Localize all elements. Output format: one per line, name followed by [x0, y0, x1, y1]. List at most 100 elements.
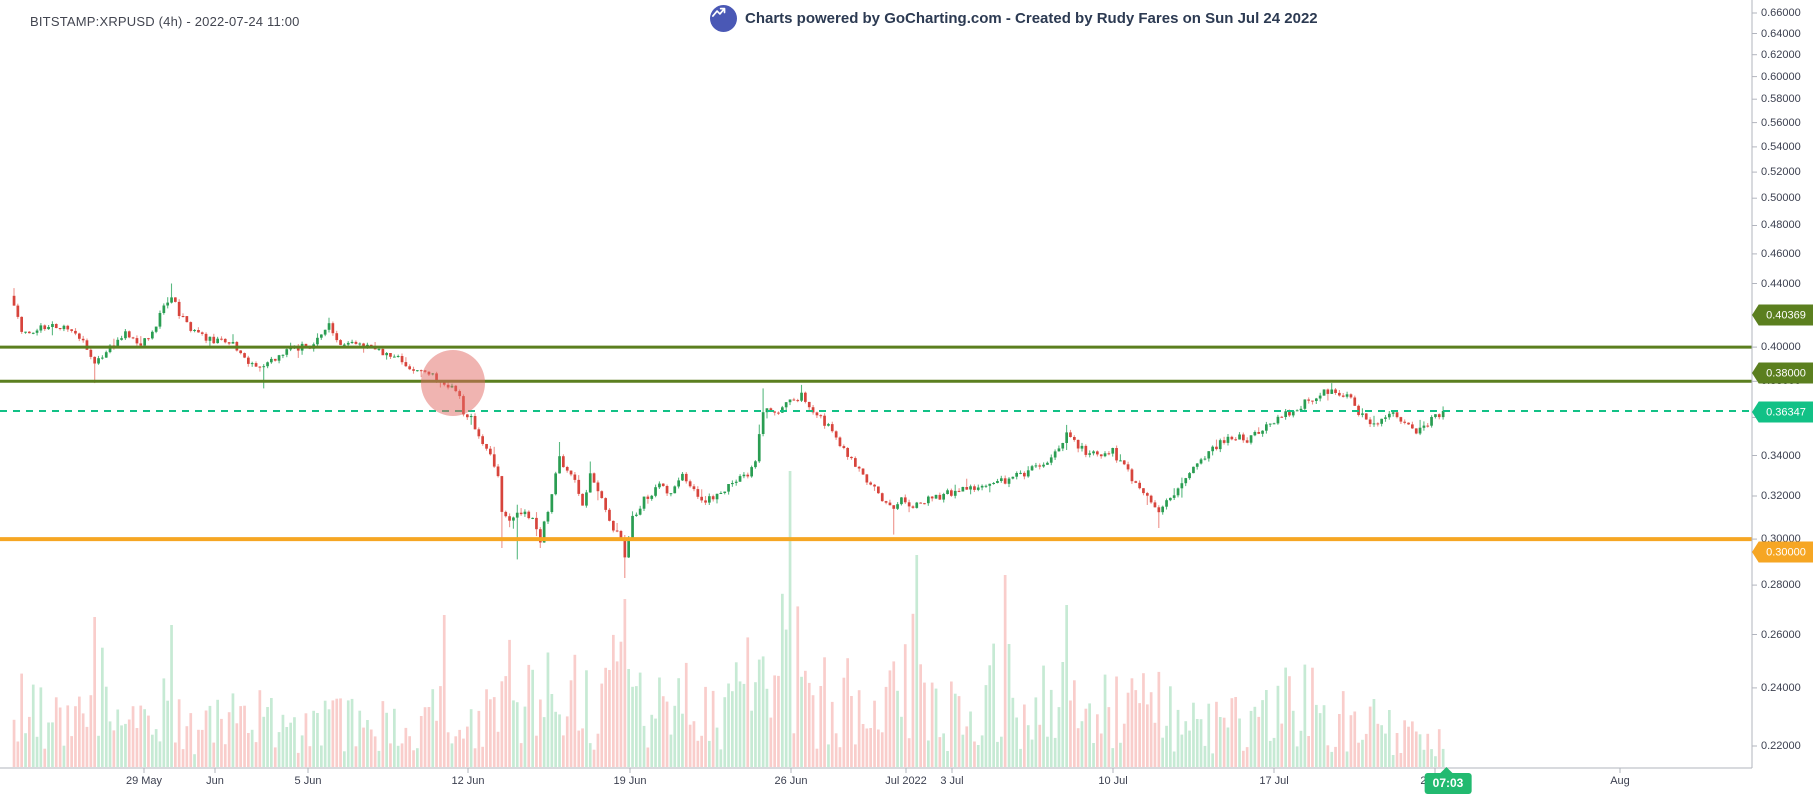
candle-body-up — [1249, 435, 1253, 443]
candle-body-up — [1034, 465, 1038, 467]
volume-bar — [550, 694, 554, 767]
candle-body-up — [1007, 478, 1011, 484]
volume-bars — [12, 471, 1445, 767]
candle-body-up — [266, 362, 269, 367]
volume-bar — [235, 723, 239, 767]
candle-body-up — [1169, 497, 1172, 501]
volume-bar — [1026, 725, 1030, 767]
candle-body-down — [197, 330, 200, 333]
volume-bar — [1295, 746, 1299, 767]
candle-body-down — [1257, 432, 1261, 434]
volume-bar — [650, 714, 654, 767]
volume-bar — [665, 701, 669, 767]
volume-bar — [500, 681, 504, 767]
candle-body-up — [900, 497, 903, 505]
candle-body-up — [320, 334, 323, 338]
candle-body-up — [512, 517, 515, 521]
candle-body-up — [1176, 488, 1180, 496]
candle-body-down — [692, 486, 696, 490]
candle-body-down — [212, 336, 216, 344]
candle-body-up — [323, 329, 327, 335]
volume-bar — [373, 736, 377, 767]
candle-body-down — [688, 481, 692, 487]
candle-body-down — [381, 348, 385, 356]
candle-body-up — [650, 495, 654, 499]
volume-bar — [85, 726, 89, 767]
volume-bar — [412, 750, 415, 767]
volume-bar — [135, 728, 139, 767]
candle-body-up — [62, 325, 66, 330]
volume-bar — [354, 746, 358, 767]
volume-bar — [316, 713, 319, 767]
candle-body-down — [888, 502, 892, 506]
candle-body-down — [1426, 425, 1430, 427]
candle-body-down — [258, 366, 262, 368]
volume-bar — [385, 712, 388, 767]
volume-bar — [1242, 750, 1245, 767]
level-lines[interactable] — [0, 345, 1752, 542]
volume-bar — [1291, 710, 1295, 767]
volume-bar — [800, 676, 803, 767]
volume-bar — [846, 658, 849, 767]
candlesticks — [12, 283, 1445, 578]
candle-body-up — [1418, 427, 1422, 434]
candle-body-down — [834, 431, 838, 438]
volume-bar — [1364, 733, 1368, 767]
candle-body-up — [934, 494, 938, 499]
candle-body-up — [723, 491, 727, 493]
candle-body-up — [761, 412, 765, 434]
y-axis-tick-label: 0.48000 — [1761, 219, 1801, 232]
candle-body-up — [946, 490, 949, 494]
volume-bar — [1230, 698, 1234, 767]
candle-body-down — [400, 356, 404, 363]
candle-body-down — [1130, 469, 1134, 482]
volume-bar — [231, 693, 235, 767]
candle-body-down — [811, 407, 815, 413]
candle-body-down — [919, 502, 922, 504]
candle-body-down — [1107, 453, 1111, 455]
candle-body-down — [508, 516, 511, 521]
candle-body-down — [665, 486, 669, 494]
volume-bar — [842, 677, 846, 767]
candle-body-up — [915, 502, 919, 508]
volume-bar — [1226, 727, 1230, 767]
highlight-circle-annotation[interactable] — [421, 350, 485, 416]
volume-bar — [1061, 662, 1065, 767]
volume-bar — [1069, 700, 1072, 767]
candle-body-down — [1157, 507, 1161, 513]
candle-body-up — [1318, 395, 1322, 399]
candle-body-down — [612, 520, 615, 531]
candle-body-up — [1361, 413, 1364, 415]
candle-body-up — [216, 338, 219, 344]
candle-body-down — [254, 363, 258, 367]
volume-bar — [742, 683, 746, 767]
y-axis-tick-label: 0.54000 — [1761, 140, 1801, 153]
volume-bar — [1372, 699, 1376, 767]
y-axis-tick-label: 0.50000 — [1761, 192, 1801, 205]
volume-bar — [466, 726, 469, 767]
y-axis-tick-label: 0.26000 — [1761, 628, 1801, 641]
volume-bar — [1403, 720, 1406, 767]
candle-body-up — [765, 408, 769, 413]
volume-bar — [1096, 714, 1099, 767]
candle-body-down — [227, 342, 231, 344]
candle-body-down — [769, 408, 773, 412]
candle-body-up — [827, 424, 830, 426]
annotation-layer[interactable] — [421, 350, 485, 416]
volume-bar — [738, 681, 742, 767]
volume-bar — [1391, 755, 1395, 767]
volume-bar — [1280, 723, 1284, 767]
volume-bar — [658, 677, 661, 767]
y-axis-tick-label: 0.24000 — [1761, 681, 1801, 694]
candle-body-up — [588, 473, 592, 493]
candle-body-up — [1026, 470, 1030, 477]
volume-bar — [562, 735, 565, 767]
volume-bar — [923, 682, 926, 767]
volume-bar — [393, 708, 396, 767]
candle-body-down — [704, 500, 707, 503]
candle-body-up — [124, 331, 127, 339]
candle-body-down — [1084, 445, 1088, 455]
volume-bar — [1076, 728, 1080, 767]
